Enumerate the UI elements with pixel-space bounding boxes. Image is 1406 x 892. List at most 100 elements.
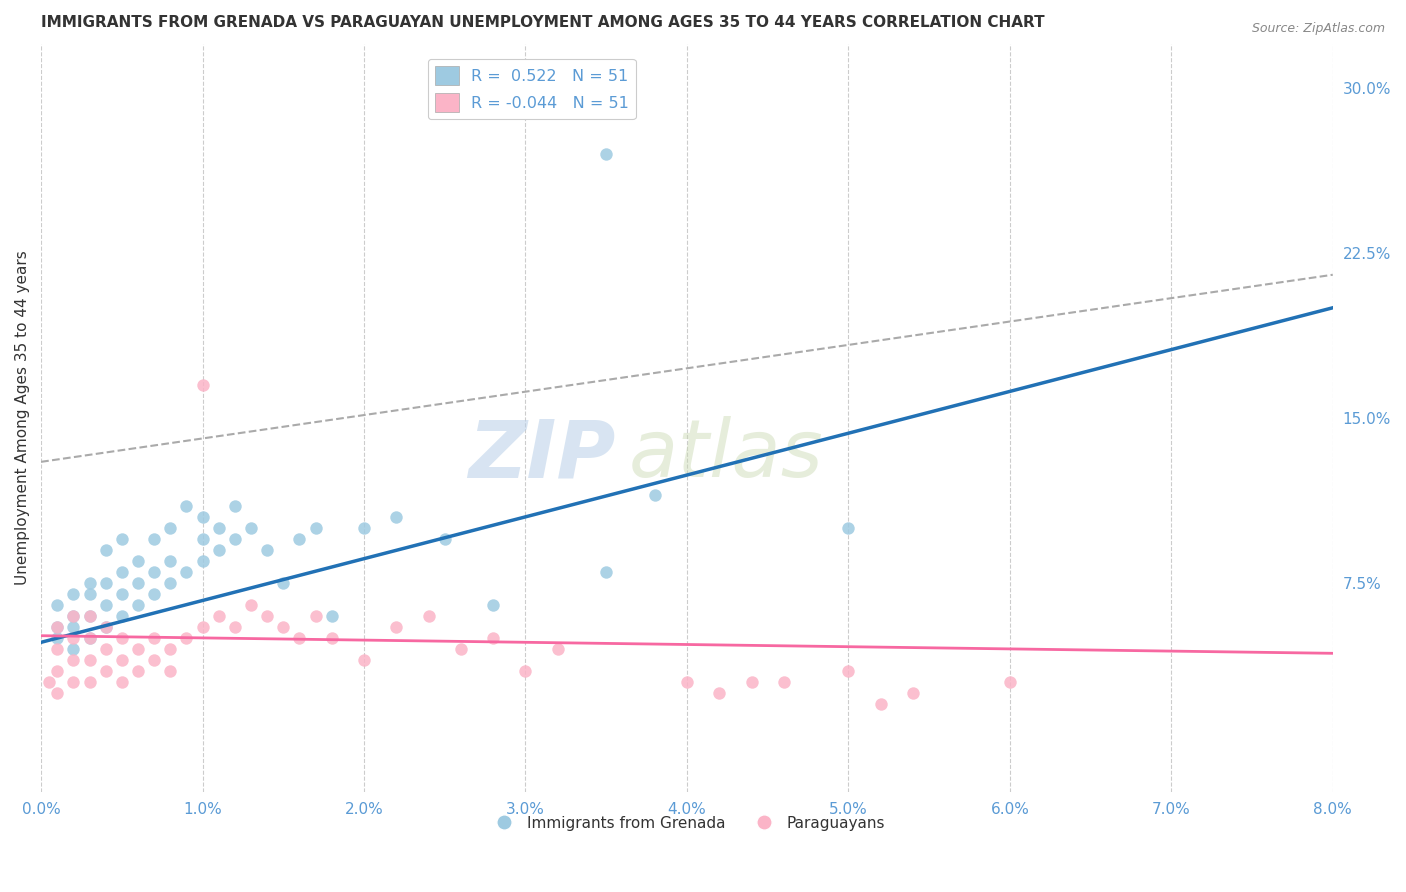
Point xyxy=(869,697,891,711)
Point xyxy=(321,608,343,623)
Point xyxy=(256,608,278,623)
Y-axis label: Unemployment Among Ages 35 to 44 years: Unemployment Among Ages 35 to 44 years xyxy=(15,251,30,585)
Point xyxy=(159,664,181,678)
Point xyxy=(159,521,181,535)
Point xyxy=(208,542,231,557)
Point xyxy=(79,608,101,623)
Point xyxy=(224,499,246,513)
Point xyxy=(450,641,472,656)
Point xyxy=(62,653,84,667)
Point xyxy=(79,587,101,601)
Point xyxy=(385,620,408,634)
Text: ZIP: ZIP xyxy=(468,417,616,494)
Point xyxy=(191,532,214,546)
Point xyxy=(353,653,375,667)
Point xyxy=(595,565,617,579)
Point xyxy=(208,608,231,623)
Point xyxy=(94,575,117,590)
Point xyxy=(644,488,666,502)
Point xyxy=(79,631,101,645)
Point xyxy=(176,499,198,513)
Point xyxy=(256,542,278,557)
Point xyxy=(94,598,117,612)
Point xyxy=(159,554,181,568)
Point xyxy=(353,521,375,535)
Point xyxy=(94,620,117,634)
Point xyxy=(482,631,505,645)
Point xyxy=(46,641,69,656)
Point xyxy=(159,641,181,656)
Point xyxy=(191,509,214,524)
Point xyxy=(46,620,69,634)
Point xyxy=(62,608,84,623)
Point xyxy=(79,653,101,667)
Point xyxy=(46,631,69,645)
Point xyxy=(176,565,198,579)
Point xyxy=(62,620,84,634)
Point xyxy=(271,575,294,590)
Point xyxy=(111,674,134,689)
Point xyxy=(79,608,101,623)
Point xyxy=(46,620,69,634)
Point xyxy=(208,521,231,535)
Point xyxy=(79,575,101,590)
Point xyxy=(127,641,149,656)
Point xyxy=(94,620,117,634)
Point xyxy=(159,575,181,590)
Point xyxy=(191,377,214,392)
Point xyxy=(38,674,60,689)
Point xyxy=(433,532,456,546)
Point xyxy=(143,653,166,667)
Point xyxy=(94,641,117,656)
Point xyxy=(127,554,149,568)
Point xyxy=(837,521,859,535)
Point xyxy=(143,532,166,546)
Point xyxy=(676,674,699,689)
Point xyxy=(46,686,69,700)
Point xyxy=(224,620,246,634)
Point xyxy=(191,620,214,634)
Text: atlas: atlas xyxy=(628,417,824,494)
Point xyxy=(46,664,69,678)
Point xyxy=(94,664,117,678)
Point xyxy=(240,598,263,612)
Point xyxy=(224,532,246,546)
Point xyxy=(79,674,101,689)
Point xyxy=(127,598,149,612)
Point xyxy=(288,532,311,546)
Point xyxy=(62,631,84,645)
Point xyxy=(111,631,134,645)
Point xyxy=(111,565,134,579)
Point xyxy=(94,542,117,557)
Point xyxy=(191,554,214,568)
Point xyxy=(127,575,149,590)
Point xyxy=(143,587,166,601)
Point xyxy=(127,664,149,678)
Point xyxy=(515,664,537,678)
Point xyxy=(62,608,84,623)
Point xyxy=(482,598,505,612)
Point xyxy=(143,565,166,579)
Point xyxy=(304,521,326,535)
Point xyxy=(240,521,263,535)
Text: IMMIGRANTS FROM GRENADA VS PARAGUAYAN UNEMPLOYMENT AMONG AGES 35 TO 44 YEARS COR: IMMIGRANTS FROM GRENADA VS PARAGUAYAN UN… xyxy=(41,15,1045,30)
Point xyxy=(547,641,569,656)
Point xyxy=(837,664,859,678)
Point xyxy=(741,674,763,689)
Point xyxy=(772,674,794,689)
Point xyxy=(901,686,924,700)
Point xyxy=(111,653,134,667)
Point xyxy=(709,686,731,700)
Point xyxy=(111,587,134,601)
Point xyxy=(321,631,343,645)
Point xyxy=(304,608,326,623)
Point xyxy=(385,509,408,524)
Point xyxy=(288,631,311,645)
Point xyxy=(111,608,134,623)
Point xyxy=(998,674,1021,689)
Point xyxy=(62,587,84,601)
Point xyxy=(62,674,84,689)
Point xyxy=(418,608,440,623)
Point xyxy=(46,598,69,612)
Point xyxy=(595,146,617,161)
